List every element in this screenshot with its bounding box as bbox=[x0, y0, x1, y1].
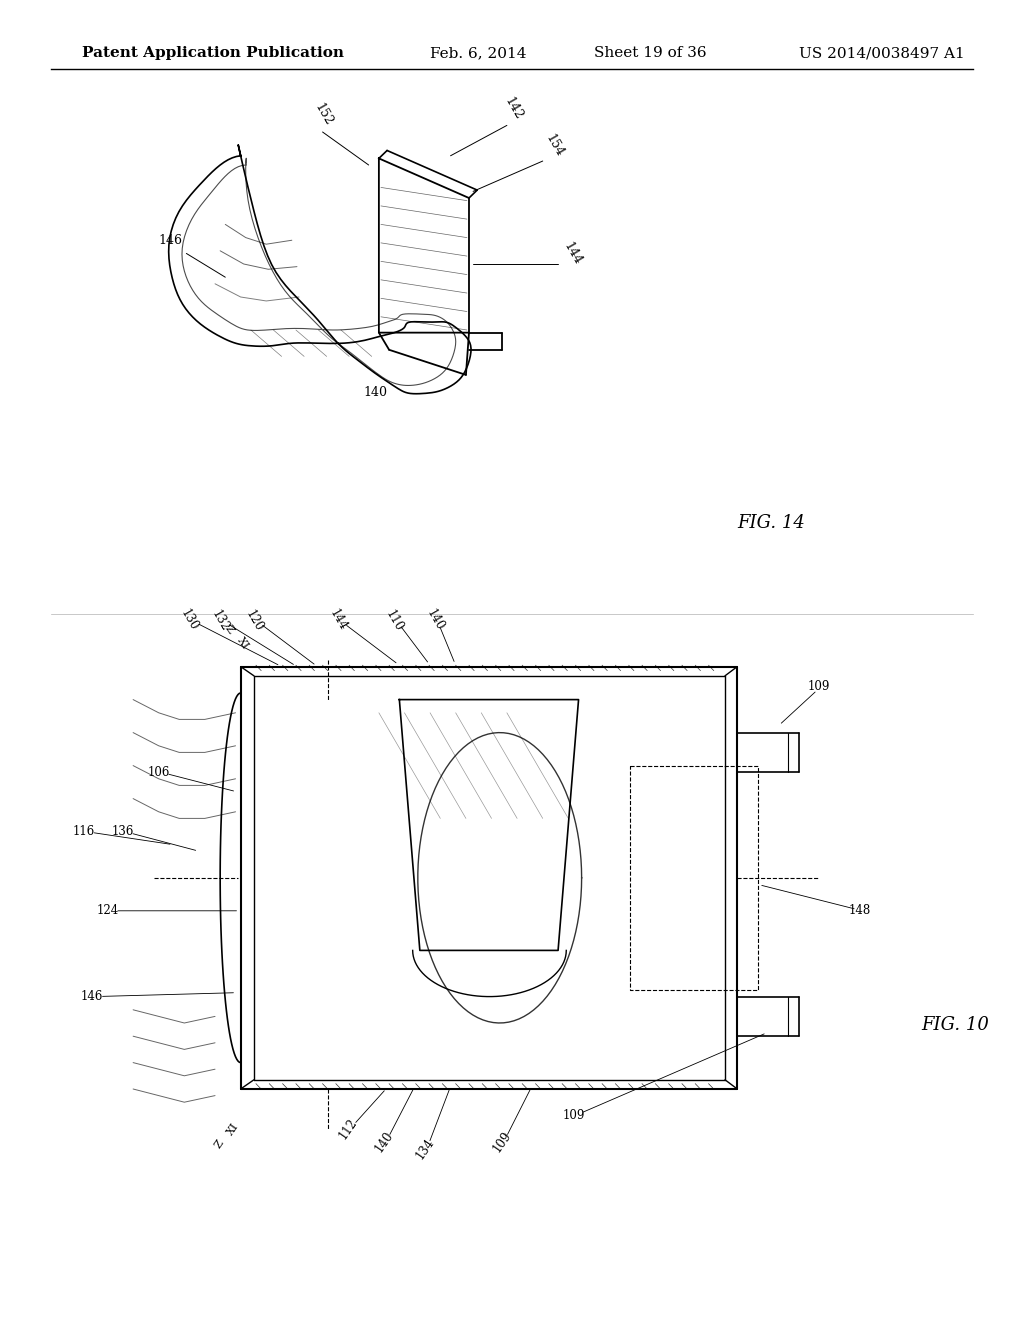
Text: 136: 136 bbox=[112, 825, 134, 838]
Text: Sheet 19 of 36: Sheet 19 of 36 bbox=[594, 46, 707, 61]
Text: Z: Z bbox=[223, 623, 236, 636]
Text: 140: 140 bbox=[424, 607, 446, 634]
Text: 132: 132 bbox=[209, 607, 231, 634]
Text: 142: 142 bbox=[502, 95, 525, 121]
Text: FIG. 14: FIG. 14 bbox=[737, 513, 805, 532]
Text: 116: 116 bbox=[73, 825, 95, 838]
Text: 140: 140 bbox=[373, 1129, 395, 1155]
Text: 134: 134 bbox=[414, 1135, 436, 1162]
Text: XI: XI bbox=[225, 1121, 241, 1138]
Text: 106: 106 bbox=[147, 766, 170, 779]
Text: 144: 144 bbox=[327, 607, 349, 634]
Text: US 2014/0038497 A1: US 2014/0038497 A1 bbox=[799, 46, 965, 61]
Text: 154: 154 bbox=[543, 132, 566, 158]
Text: 146: 146 bbox=[81, 990, 103, 1003]
Text: 124: 124 bbox=[96, 904, 119, 917]
Text: 120: 120 bbox=[243, 607, 265, 634]
Text: 152: 152 bbox=[312, 102, 336, 128]
Text: 130: 130 bbox=[178, 607, 201, 634]
Text: 110: 110 bbox=[383, 607, 406, 634]
Text: 144: 144 bbox=[561, 240, 585, 267]
Text: Feb. 6, 2014: Feb. 6, 2014 bbox=[430, 46, 526, 61]
Text: 148: 148 bbox=[849, 904, 871, 917]
Text: XI: XI bbox=[236, 635, 251, 652]
Text: 146: 146 bbox=[159, 234, 182, 247]
Text: 140: 140 bbox=[364, 385, 387, 399]
Text: 112: 112 bbox=[337, 1115, 359, 1142]
Text: 109: 109 bbox=[490, 1129, 513, 1155]
Text: FIG. 10: FIG. 10 bbox=[922, 1015, 989, 1034]
Text: Patent Application Publication: Patent Application Publication bbox=[82, 46, 344, 61]
Text: 109: 109 bbox=[808, 680, 830, 693]
Text: Z: Z bbox=[213, 1138, 225, 1151]
Text: 109: 109 bbox=[562, 1109, 585, 1122]
